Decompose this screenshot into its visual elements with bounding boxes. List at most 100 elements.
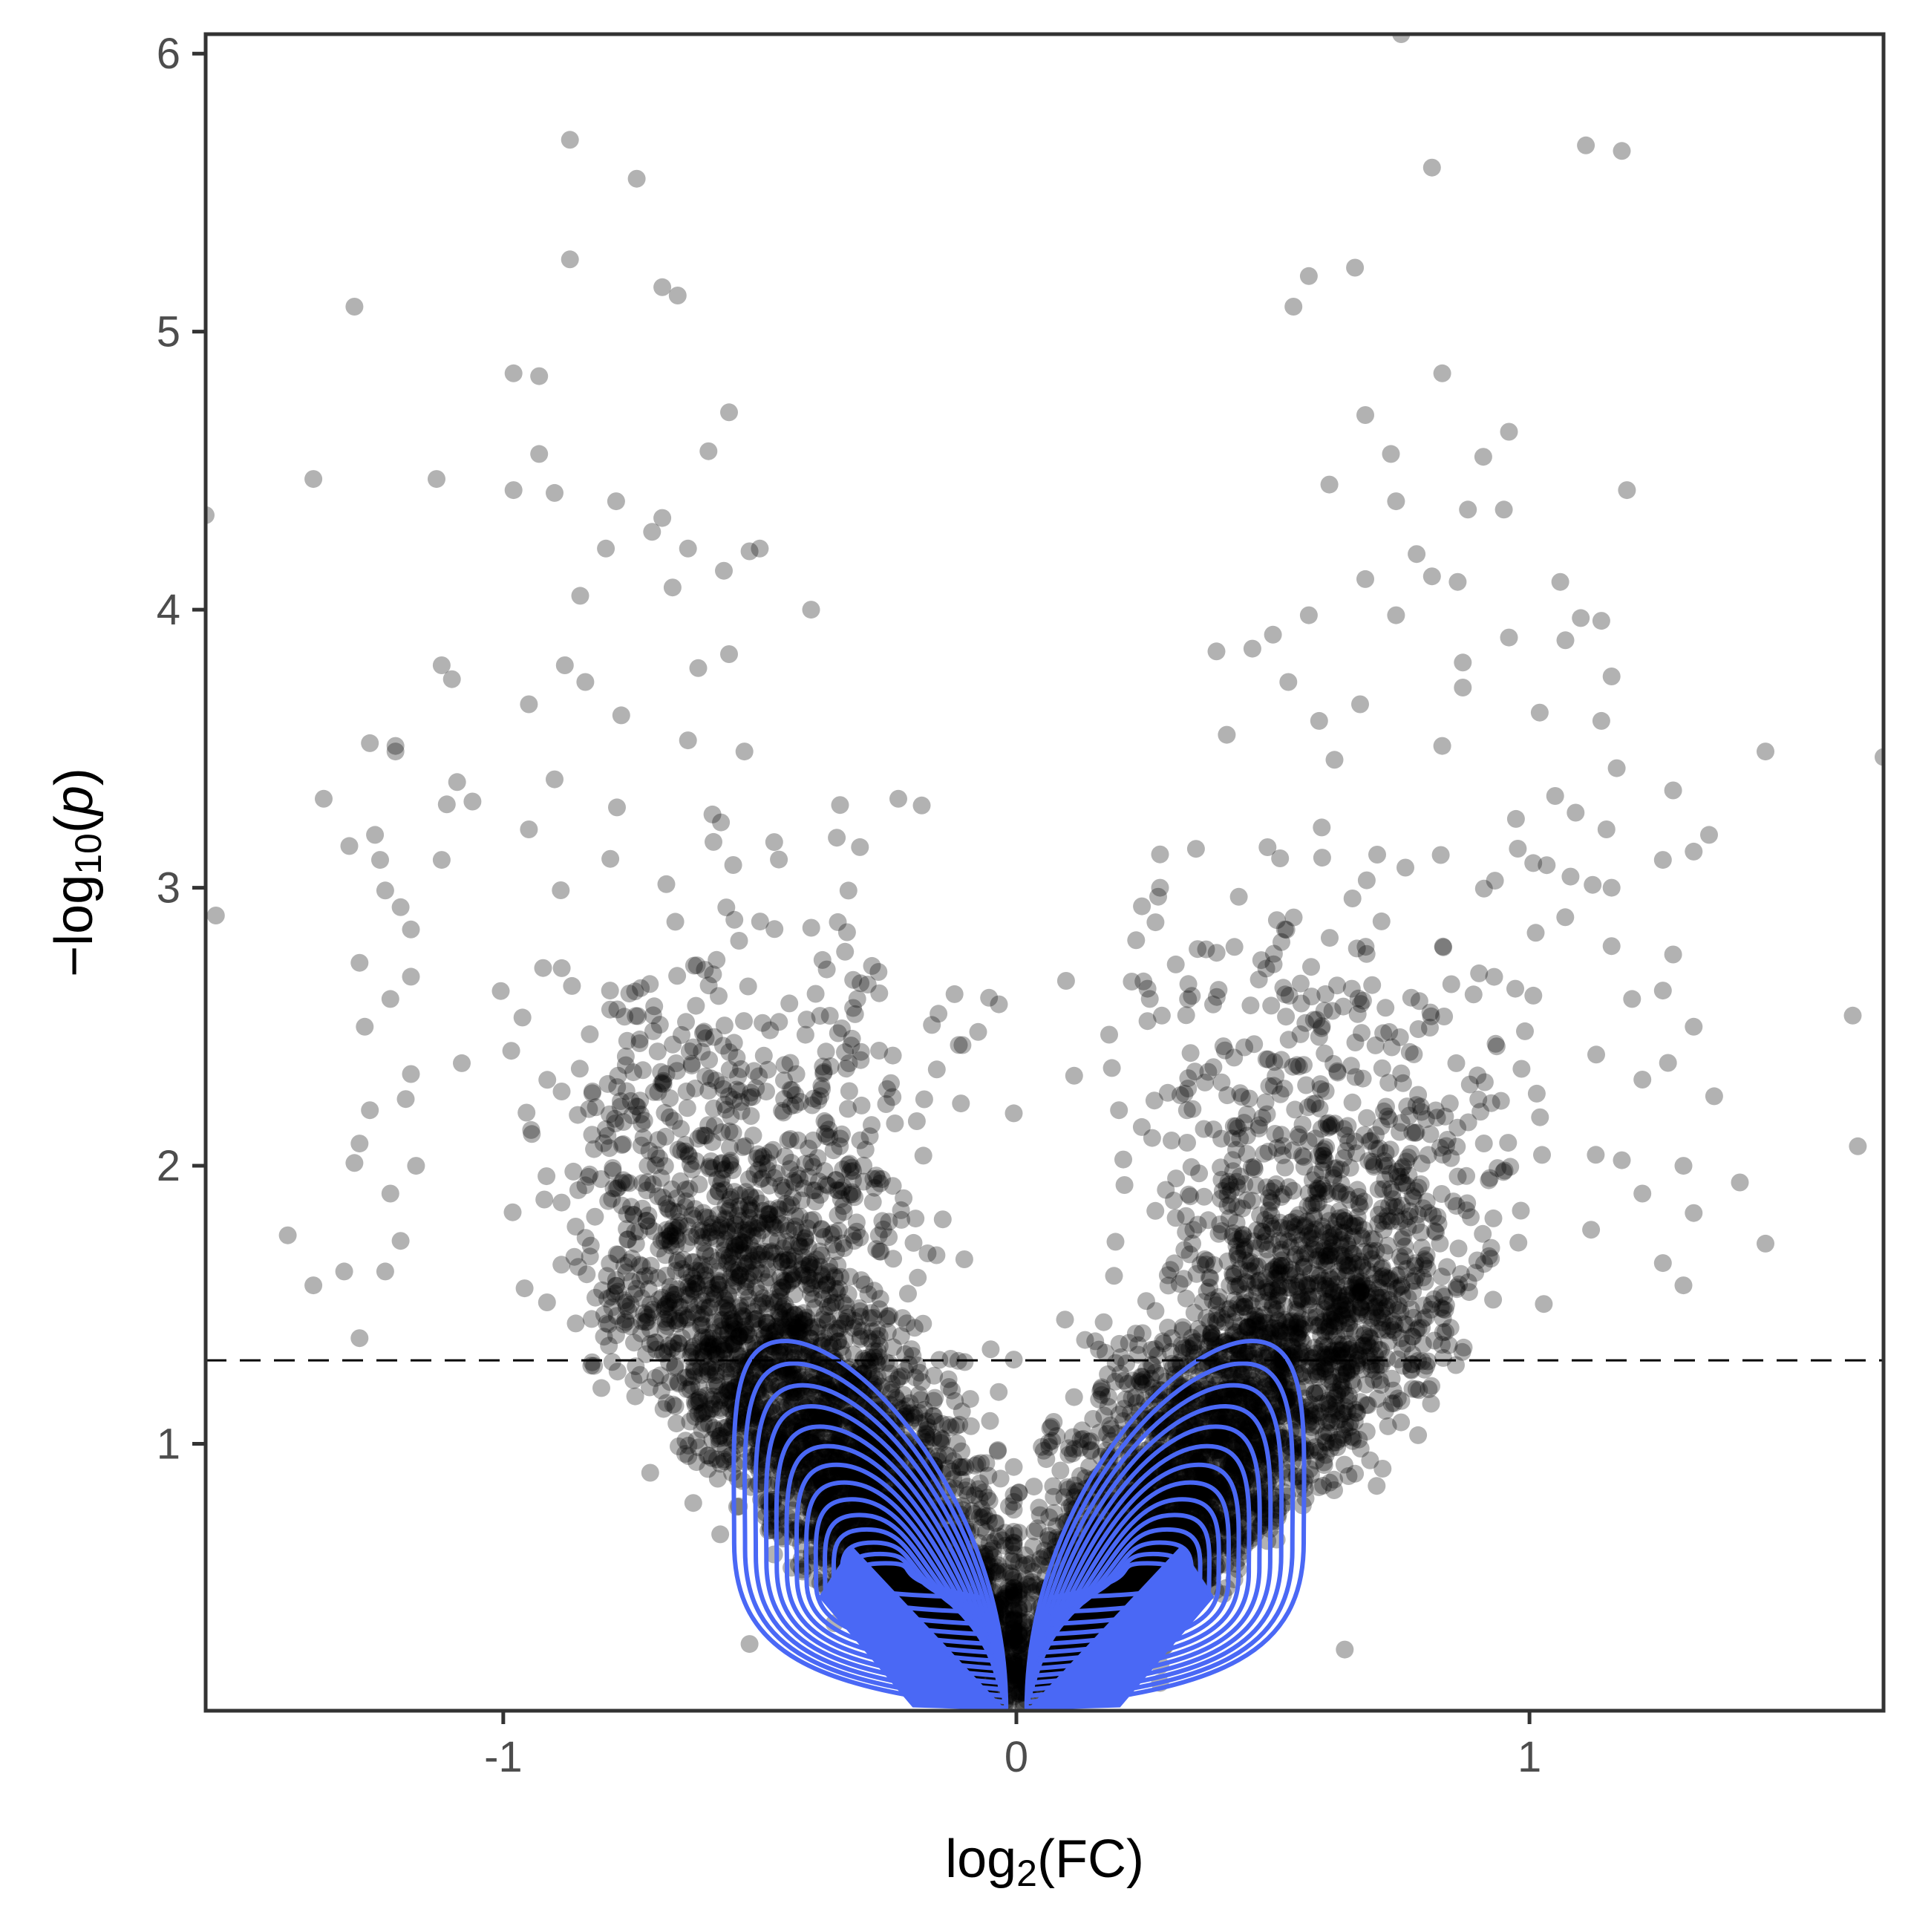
- data-point: [709, 1262, 728, 1281]
- data-point: [713, 1386, 731, 1404]
- data-point: [719, 1087, 738, 1106]
- data-point: [659, 1294, 677, 1313]
- data-point: [911, 1414, 930, 1432]
- data-point: [768, 1206, 787, 1224]
- data-point: [783, 1264, 801, 1283]
- data-point: [757, 1273, 775, 1291]
- data-point: [749, 1161, 768, 1179]
- data-point: [722, 1365, 740, 1384]
- data-point: [592, 1379, 610, 1397]
- data-point: [705, 832, 722, 851]
- data-point: [729, 1207, 747, 1225]
- data-point: [723, 1310, 741, 1328]
- data-point: [714, 1419, 733, 1437]
- data-point: [681, 1155, 699, 1173]
- data-point: [652, 1169, 670, 1187]
- data-point: [661, 1227, 679, 1245]
- data-point: [693, 1042, 711, 1061]
- data-point: [965, 1486, 984, 1504]
- data-point: [843, 1158, 861, 1177]
- data-point: [678, 1099, 696, 1117]
- data-point: [690, 1175, 708, 1194]
- data-point: [711, 1326, 730, 1345]
- data-point: [780, 994, 799, 1013]
- data-point: [785, 1173, 804, 1192]
- data-point: [896, 1362, 915, 1380]
- data-point: [696, 1029, 715, 1048]
- data-point: [538, 1167, 556, 1186]
- data-point: [1313, 849, 1331, 867]
- data-point: [958, 1486, 977, 1504]
- data-point: [569, 1106, 587, 1124]
- data-point: [811, 1007, 829, 1025]
- data-point: [685, 1362, 704, 1381]
- data-point: [1484, 1290, 1503, 1309]
- data-point: [851, 1228, 869, 1247]
- data-point: [570, 1060, 589, 1078]
- data-point: [538, 1071, 557, 1089]
- data-point: [624, 1206, 643, 1224]
- data-point: [869, 1348, 888, 1366]
- data-point: [679, 1447, 698, 1465]
- data-point: [774, 1103, 793, 1122]
- data-point: [808, 1149, 827, 1167]
- data-point: [552, 1256, 571, 1274]
- data-point: [552, 959, 571, 977]
- data-point: [719, 1383, 738, 1402]
- data-point: [784, 1171, 803, 1189]
- data-point: [834, 1203, 853, 1221]
- data-point: [914, 1146, 932, 1165]
- data-point: [742, 1199, 761, 1218]
- data-point: [491, 982, 510, 1000]
- data-point: [453, 1054, 471, 1072]
- data-point: [786, 1217, 805, 1236]
- data-point: [811, 1272, 829, 1290]
- data-point: [535, 1190, 554, 1209]
- data-point: [503, 1203, 522, 1221]
- data-point: [817, 960, 836, 979]
- data-point: [581, 1236, 600, 1255]
- data-point: [743, 1088, 762, 1106]
- data-point: [803, 1348, 822, 1367]
- data-point: [883, 1177, 902, 1195]
- data-point: [724, 1254, 742, 1273]
- data-point: [980, 1534, 999, 1552]
- data-point: [657, 875, 676, 893]
- data-point: [666, 1311, 685, 1330]
- data-point: [835, 1314, 854, 1333]
- data-point: [721, 1153, 739, 1172]
- data-point: [904, 1347, 922, 1365]
- data-point: [743, 1227, 762, 1246]
- data-point: [666, 913, 685, 931]
- data-point: [811, 1257, 829, 1276]
- data-point: [826, 1171, 845, 1189]
- data-point: [705, 1419, 723, 1437]
- data-point: [915, 1090, 933, 1109]
- data-point: [765, 833, 783, 852]
- data-point: [1004, 1104, 1023, 1123]
- data-point: [687, 996, 705, 1015]
- data-point: [832, 1267, 850, 1286]
- data-point: [1177, 1006, 1195, 1025]
- data-point: [739, 1325, 758, 1344]
- data-point: [863, 956, 881, 975]
- data-point: [700, 1051, 719, 1069]
- data-point: [775, 1056, 794, 1074]
- data-point: [637, 1305, 656, 1324]
- data-point: [517, 1103, 536, 1122]
- data-point: [1004, 1656, 1023, 1674]
- data-point: [818, 1311, 837, 1330]
- data-point: [639, 1206, 658, 1224]
- data-point: [847, 1213, 866, 1232]
- data-point: [850, 1299, 869, 1317]
- data-point: [765, 1293, 783, 1311]
- data-point: [707, 1362, 725, 1381]
- data-point: [953, 1442, 970, 1461]
- data-point: [961, 1417, 980, 1435]
- data-point: [581, 1165, 599, 1184]
- data-point: [569, 1181, 587, 1199]
- data-point: [742, 1083, 760, 1102]
- data-point: [694, 1348, 713, 1367]
- data-point: [817, 1175, 835, 1194]
- data-point: [609, 1282, 627, 1301]
